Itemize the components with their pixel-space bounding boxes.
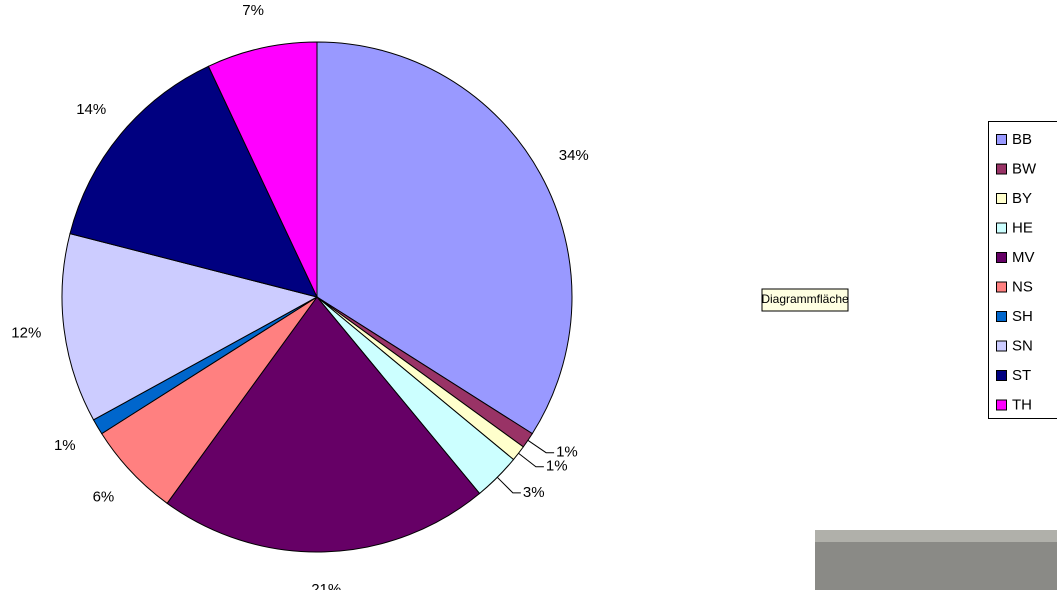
data-label: 34%: [559, 147, 589, 164]
legend-label: BW: [1012, 160, 1037, 177]
data-label: 1%: [556, 444, 578, 461]
tooltip: Diagrammfläche: [761, 292, 849, 306]
legend-label: SH: [1012, 308, 1033, 325]
leader-line: [496, 476, 521, 494]
photo-edge: [815, 530, 1057, 542]
pie-slice: [166, 296, 481, 553]
pie-slice: [207, 41, 318, 298]
legend-label: ST: [1012, 367, 1031, 384]
legend-label: BY: [1012, 190, 1032, 207]
legend-swatch: [996, 163, 1007, 175]
leader-line: [518, 452, 544, 468]
legend-swatch: [996, 340, 1007, 352]
data-label: 12%: [11, 325, 41, 342]
legend-swatch: [996, 311, 1007, 322]
data-label: 1%: [54, 437, 76, 454]
legend-label: NS: [1012, 278, 1033, 295]
legend-swatch: [996, 399, 1007, 411]
tooltip-box: [761, 288, 849, 312]
legend-label: BB: [1012, 131, 1032, 148]
data-label: 7%: [242, 2, 264, 19]
data-label: 14%: [76, 101, 106, 118]
pie-slice: [69, 65, 318, 298]
legend-label: TH: [1012, 396, 1032, 413]
pie-slice: [61, 232, 319, 421]
data-label: 3%: [523, 484, 545, 501]
legend-swatch: [996, 222, 1007, 234]
legend-swatch: [996, 281, 1007, 293]
legend-label: SN: [1012, 337, 1033, 354]
data-label: 1%: [546, 458, 568, 475]
pie: [61, 41, 573, 553]
data-label: 21%: [311, 581, 341, 590]
legend-swatch: [996, 370, 1007, 381]
legend-swatch: [996, 193, 1007, 204]
data-label: 6%: [93, 489, 115, 506]
legend-label: HE: [1012, 219, 1033, 236]
pie-slice: [316, 41, 573, 435]
legend-label: MV: [1012, 249, 1035, 266]
leader-line: [527, 439, 555, 454]
legend-swatch: [996, 252, 1007, 263]
legend-swatch: [996, 134, 1007, 145]
